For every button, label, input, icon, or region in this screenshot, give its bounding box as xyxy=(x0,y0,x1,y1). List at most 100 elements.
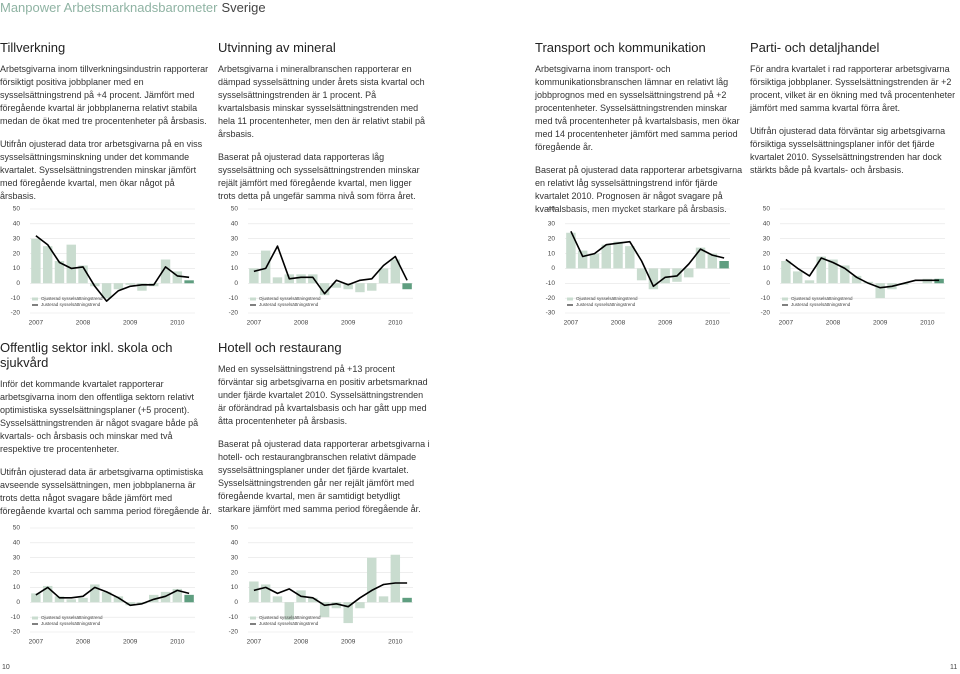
x-tick-label: 2009 xyxy=(658,320,673,327)
bar xyxy=(31,593,41,603)
x-tick-label: 2007 xyxy=(247,320,262,327)
bar xyxy=(390,554,401,603)
bar xyxy=(113,283,124,290)
bar xyxy=(934,278,944,284)
chart: -30 -20 -10 0 10 20 30 40 2007 2008 2009 2010 Ojuste… xyxy=(546,206,730,327)
legend-swatch xyxy=(782,297,788,301)
y-tick-label: 40 xyxy=(231,540,239,547)
y-tick-label: 0 xyxy=(16,280,20,287)
y-tick-label: 30 xyxy=(231,554,239,561)
trend-line xyxy=(253,582,408,608)
legend-label: Ojusterad sysselsättningstrend xyxy=(259,296,321,301)
bar xyxy=(589,253,600,269)
y-tick-label: 10 xyxy=(13,584,21,591)
y-tick-label: 20 xyxy=(763,250,771,257)
section: Tillverkning Arbetsgivarna inom tillverkn… xyxy=(0,40,212,213)
section: Transport och kommunikation Arbetsgivarna… xyxy=(535,40,747,226)
bar xyxy=(249,268,259,284)
y-tick-label: -10 xyxy=(546,280,556,287)
bar xyxy=(90,283,100,287)
bar xyxy=(78,265,88,284)
bar xyxy=(184,594,194,603)
y-tick-label: 40 xyxy=(548,206,556,213)
bar xyxy=(566,232,576,269)
y-tick-label: -20 xyxy=(11,310,21,317)
bar xyxy=(319,602,330,618)
section: Utvinning av mineral Arbetsgivarna i mine… xyxy=(218,40,430,213)
bar xyxy=(601,244,611,269)
paragraph: Arbetsgivarna i mineralbranschen rapport… xyxy=(218,64,425,139)
legend-label: Justerad sysselsättningstrend xyxy=(259,621,319,626)
x-tick-label: 2007 xyxy=(564,320,579,327)
bar xyxy=(684,268,694,278)
y-tick-label: -20 xyxy=(761,310,771,317)
page-number: 10 xyxy=(2,664,10,671)
brand: Manpower Arbetsmarknadsbarometer xyxy=(0,0,218,15)
y-tick-label: 10 xyxy=(763,265,771,272)
y-tick-label: -10 xyxy=(761,295,771,302)
y-tick-label: -20 xyxy=(11,629,21,636)
x-tick-label: 2008 xyxy=(294,320,309,327)
bar xyxy=(781,261,791,284)
legend-label: Ojusterad sysselsättningstrend xyxy=(791,296,853,301)
y-tick-label: 30 xyxy=(231,235,239,242)
y-tick-label: 20 xyxy=(231,250,239,257)
y-tick-label: 10 xyxy=(231,584,239,591)
bar xyxy=(260,584,271,603)
y-tick-label: -20 xyxy=(229,310,239,317)
x-tick-label: 2008 xyxy=(826,320,841,327)
trend-line xyxy=(35,586,190,607)
section: Offentlig sektor inkl. skola och sjukvår… xyxy=(0,340,212,528)
y-tick-label: 30 xyxy=(763,235,771,242)
y-tick-label: 50 xyxy=(231,206,239,213)
chart: -20 -10 0 10 20 30 40 50 2007 2008 2009 2010 Ojuster… xyxy=(229,206,413,327)
bar xyxy=(343,602,353,624)
y-tick-label: 50 xyxy=(13,206,21,213)
paragraph: För andra kvartalet i rad rapporterar ar… xyxy=(750,64,956,113)
chart: -20 -10 0 10 20 30 40 50 2007 2008 2009 2010 Ojuster… xyxy=(761,206,945,327)
y-tick-label: 0 xyxy=(551,265,555,272)
bar xyxy=(719,261,729,269)
bar xyxy=(695,247,706,269)
x-tick-label: 2009 xyxy=(873,320,888,327)
bar xyxy=(828,259,838,284)
country: Sverige xyxy=(221,0,266,15)
section: Hotell och restaurang Med en sysselsättni… xyxy=(218,340,430,526)
legend-swatch xyxy=(32,297,38,301)
paragraph: Utifrån ojusterad data förväntar sig arb… xyxy=(750,126,946,175)
section-title: Hotell och restaurang xyxy=(218,340,342,355)
legend-swatch xyxy=(567,297,573,301)
y-tick-label: -10 xyxy=(11,295,21,302)
trend-line xyxy=(785,257,940,289)
paragraph: Arbetsgivarna inom transport- och kommun… xyxy=(535,64,740,152)
x-tick-label: 2009 xyxy=(123,320,138,327)
page-number: 11 xyxy=(950,664,958,671)
bar xyxy=(840,265,850,284)
x-tick-label: 2009 xyxy=(341,320,356,327)
y-tick-label: 0 xyxy=(234,599,238,606)
bar xyxy=(378,268,389,284)
bar xyxy=(402,597,412,603)
y-tick-label: 30 xyxy=(548,221,556,228)
bar xyxy=(308,597,318,603)
bar xyxy=(66,599,76,603)
bar xyxy=(331,283,342,288)
paragraph: Utifrån ojusterad data är arbetsgivarna … xyxy=(0,467,212,516)
bar xyxy=(367,283,377,291)
bar xyxy=(31,238,41,284)
trend-line xyxy=(253,245,408,295)
y-tick-label: 10 xyxy=(231,265,239,272)
section-title: Tillverkning xyxy=(0,40,66,55)
bar xyxy=(172,271,183,284)
bar xyxy=(54,596,65,603)
x-tick-label: 2010 xyxy=(170,320,185,327)
bar xyxy=(78,597,88,603)
x-tick-label: 2007 xyxy=(779,320,794,327)
bar xyxy=(648,268,659,290)
y-tick-label: 40 xyxy=(763,221,771,228)
bar xyxy=(390,259,401,284)
section: Parti- och detaljhandel För andra kvartal… xyxy=(750,40,960,187)
x-tick-label: 2008 xyxy=(611,320,626,327)
y-tick-label: -10 xyxy=(229,614,239,621)
